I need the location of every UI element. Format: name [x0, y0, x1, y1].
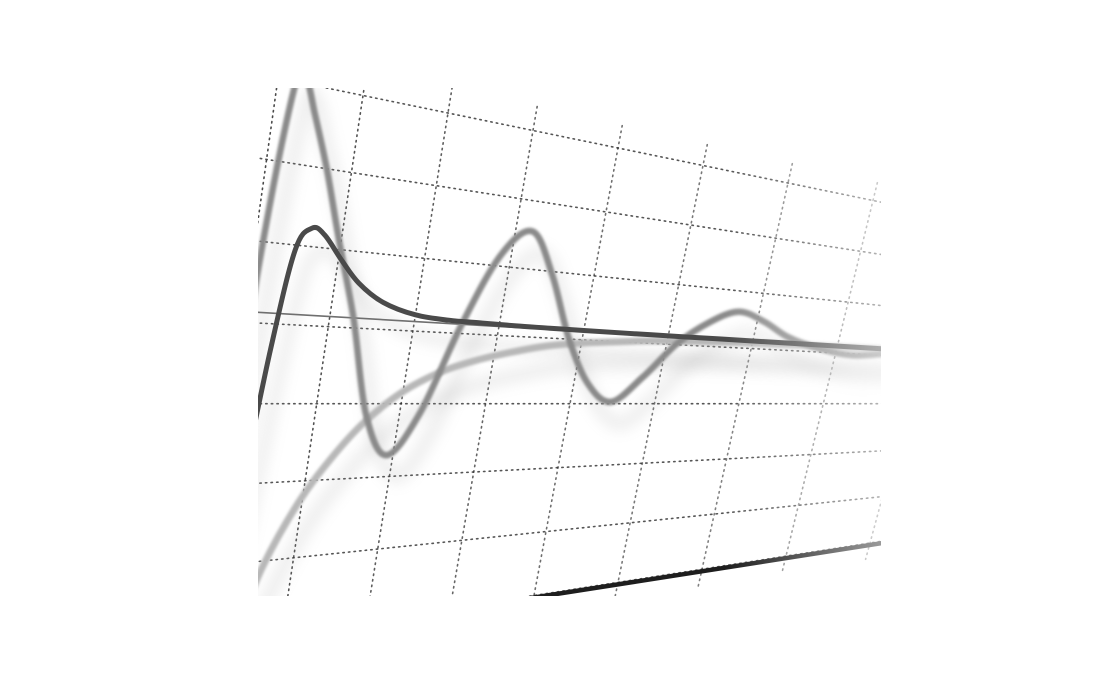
- chart-photo: [258, 88, 881, 596]
- depth-fade: [258, 88, 881, 596]
- chart-svg: [258, 88, 881, 596]
